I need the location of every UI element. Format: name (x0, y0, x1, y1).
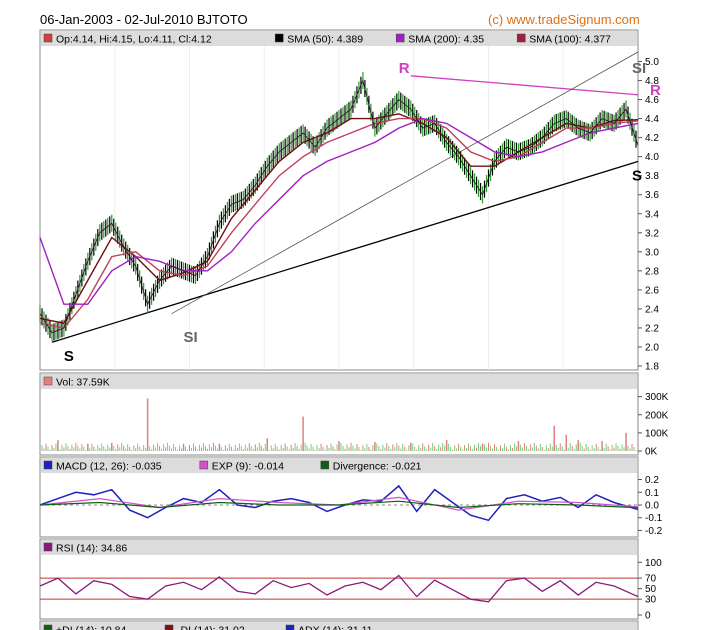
rsi-tick-label: 70 (645, 574, 657, 585)
dmi-legend-swatch (43, 624, 53, 630)
rsi-tick-label: 50 (645, 584, 657, 595)
annotation-r: R (650, 82, 661, 99)
price-legend-bar (41, 31, 637, 46)
chart-title: 06-Jan-2003 - 02-Jul-2010 BJTOTO (40, 12, 248, 27)
credit-text: (c) www.tradeSignum.com (488, 12, 640, 27)
rsi-tick-label: 100 (645, 558, 662, 569)
price-tick-label: 3.2 (645, 228, 659, 239)
sma200-line (39, 117, 639, 305)
price-tick-label: 2.8 (645, 266, 659, 277)
annotation-s1: SI (632, 60, 646, 77)
support-trendline (51, 160, 639, 343)
rsi-line (39, 574, 639, 603)
price-tick-label: 3.8 (645, 171, 659, 182)
price-tick-label: 3.6 (645, 190, 659, 201)
price-legend-label: SMA (200): 4.35 (408, 34, 484, 46)
rsi-legend-swatch (43, 542, 53, 552)
volume-tick-label: 200K (645, 410, 669, 421)
macd-line (39, 484, 639, 522)
price-tick-label: 4.0 (645, 152, 659, 163)
price-tick-label: 2.6 (645, 285, 659, 296)
volume-legend-label: Vol: 37.59K (56, 377, 110, 389)
volume-legend-swatch (43, 376, 53, 386)
macd-tick-label: 0.2 (645, 475, 659, 486)
dmi-legend-swatch (164, 624, 174, 630)
volume-tick-label: 0K (645, 447, 658, 458)
price-legend-label: SMA (50): 4.389 (287, 34, 363, 46)
annotation-s1: SI (184, 329, 198, 346)
price-legend-label: Op:4.14, Hi:4.15, Lo:4.11, Cl:4.12 (56, 34, 212, 46)
annotation-s: S (632, 167, 642, 184)
rsi-legend-label: RSI (14): 34.86 (56, 543, 127, 555)
macd-tick-label: 0.1 (645, 488, 659, 499)
price-tick-label: 3.0 (645, 247, 659, 258)
sma100-line (39, 117, 639, 329)
dmi-legend-bar (41, 622, 637, 630)
annotation-r: R (399, 60, 410, 77)
dmi-legend-label: -DI (14): 31.02 (177, 625, 245, 630)
volume-tick-label: 100K (645, 428, 669, 439)
macd-legend-label: Divergence: -0.021 (333, 461, 422, 473)
macd-tick-label: -0.1 (645, 513, 663, 524)
dmi-legend-label: +DI (14): 10.84 (56, 625, 126, 630)
price-legend-swatch (274, 33, 284, 43)
price-tick-label: 4.6 (645, 95, 659, 106)
price-tick-label: 4.2 (645, 133, 659, 144)
price-tick-label: 1.8 (645, 362, 659, 373)
price-tick-label: 2.4 (645, 304, 659, 315)
sma50-line (39, 113, 639, 324)
divergence-line (39, 500, 639, 509)
rsi-tick-label: 0 (645, 611, 651, 622)
volume-tick-label: 300K (645, 392, 669, 403)
price-legend-swatch (43, 33, 53, 43)
macd-legend-swatch (320, 460, 330, 470)
price-tick-label: 4.8 (645, 76, 659, 87)
macd-tick-label: 0.0 (645, 501, 659, 512)
rsi-tick-label: 30 (645, 595, 657, 606)
macd-tick-label: -0.2 (645, 526, 663, 537)
dmi-legend-label: ADX (14): 31.11 (298, 625, 373, 630)
rsi-legend-bar (41, 540, 637, 555)
price-legend-swatch (516, 33, 526, 43)
price-tick-label: 2.0 (645, 342, 659, 353)
volume-legend-bar (41, 374, 637, 389)
annotation-s: S (64, 348, 74, 365)
price-tick-label: 4.4 (645, 114, 659, 125)
resistance-trendline (410, 75, 639, 96)
macd-legend-label: EXP (9): -0.014 (212, 461, 284, 473)
price-tick-label: 2.2 (645, 323, 659, 334)
price-legend-label: SMA (100): 4.377 (529, 34, 611, 46)
price-tick-label: 3.4 (645, 209, 659, 220)
macd-legend-swatch (199, 460, 209, 470)
price-tick-label: 5.0 (645, 57, 659, 68)
macd-legend-bar (41, 458, 637, 473)
macd-legend-label: MACD (12, 26): -0.035 (56, 461, 162, 473)
close-line (39, 79, 639, 334)
price-legend-swatch (395, 33, 405, 43)
dmi-legend-swatch (285, 624, 295, 630)
channel-trendline (171, 51, 639, 315)
macd-legend-swatch (43, 460, 53, 470)
